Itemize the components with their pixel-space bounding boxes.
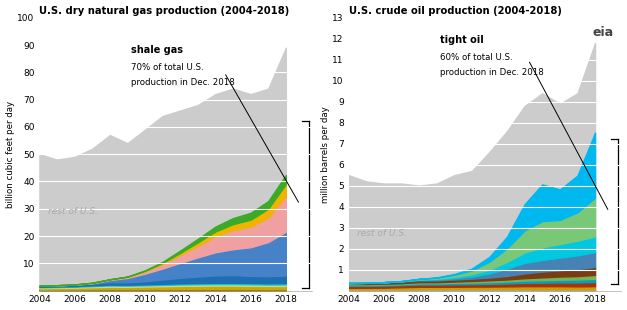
Text: U.S. dry natural gas production (2004-2018): U.S. dry natural gas production (2004-20…: [40, 6, 290, 16]
Text: production in Dec. 2018: production in Dec. 2018: [131, 78, 234, 86]
Text: U.S. crude oil production (2004-2018): U.S. crude oil production (2004-2018): [349, 6, 562, 16]
Text: eia: eia: [592, 26, 613, 39]
Text: rest of U.S.: rest of U.S.: [48, 207, 98, 216]
Text: production in Dec. 2018: production in Dec. 2018: [440, 69, 544, 78]
Y-axis label: million barrels per day: million barrels per day: [320, 106, 330, 202]
Text: tight oil: tight oil: [440, 35, 484, 45]
Text: 70% of total U.S.: 70% of total U.S.: [131, 63, 204, 72]
Text: shale gas: shale gas: [131, 45, 183, 55]
Text: rest of U.S.: rest of U.S.: [357, 229, 408, 238]
Y-axis label: billion cubic feet per day: billion cubic feet per day: [6, 100, 14, 208]
Text: 60% of total U.S.: 60% of total U.S.: [440, 53, 513, 62]
